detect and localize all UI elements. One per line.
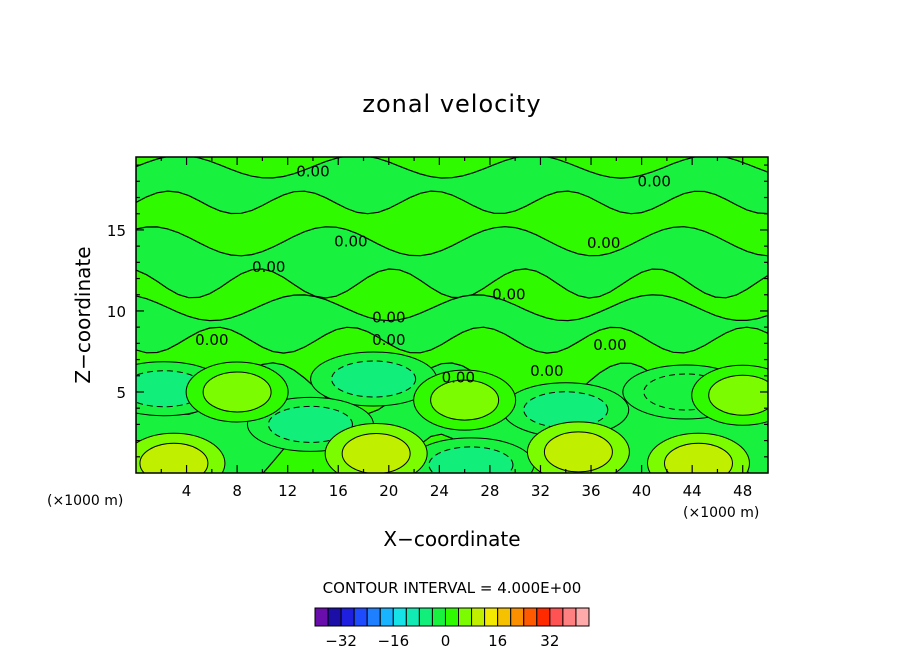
x-tick-label: 36 <box>581 482 600 500</box>
colorbar-swatch <box>314 607 329 627</box>
colorbar-swatch <box>497 607 512 627</box>
colorbar-swatch <box>379 607 394 627</box>
x-tick-label: 8 <box>232 482 242 500</box>
contour-label: 0.00 <box>296 163 329 181</box>
contour-high <box>430 379 500 421</box>
contour-label: 0.00 <box>587 234 620 252</box>
y-tick-label: 5 <box>116 384 126 402</box>
contour-band <box>136 294 768 354</box>
x-tick-label: 40 <box>632 482 651 500</box>
x-tick-label: 4 <box>182 482 192 500</box>
colorbar-swatch <box>523 607 538 627</box>
x-axis-label: X−coordinate <box>383 527 520 551</box>
colorbar-swatch <box>405 607 420 627</box>
x-tick-label: 48 <box>733 482 752 500</box>
plot-area: 0.00 0.00 0.00 0.00 0.00 0.00 0.00 0.00 0.00 0.00… <box>107 156 769 500</box>
x-tick-label: 32 <box>531 482 550 500</box>
y-tick-label: 10 <box>107 303 126 321</box>
contour-label: 0.00 <box>252 258 285 276</box>
contour-high <box>139 442 209 473</box>
x-tick-label: 16 <box>329 482 348 500</box>
colorbar-swatch <box>562 607 577 627</box>
x-unit-right: (×1000 m) <box>683 505 759 521</box>
contour-label: 0.00 <box>593 336 626 354</box>
colorbar-swatch <box>340 607 355 627</box>
colorbar-swatch <box>458 607 473 627</box>
colorbar-tick-label: 32 <box>540 632 559 650</box>
x-tick-label: 44 <box>683 482 702 500</box>
colorbar-tick-label: 0 <box>441 632 451 650</box>
colorbar-tick-label: −16 <box>377 632 409 650</box>
x-tick-label: 20 <box>379 482 398 500</box>
y-tick-label: 15 <box>107 222 126 240</box>
colorbar-swatch <box>327 607 342 627</box>
colorbar-swatch <box>444 607 460 627</box>
contour-label: 0.00 <box>334 232 367 250</box>
contour-low <box>331 360 417 398</box>
contour-band <box>136 157 768 215</box>
colorbar-swatch <box>353 607 368 627</box>
contour-low <box>267 405 353 443</box>
x-tick-label: 24 <box>430 482 449 500</box>
colorbar-swatch <box>549 607 564 627</box>
colorbar-swatch <box>366 607 381 627</box>
colorbar-swatch <box>484 607 499 627</box>
contour-label: 0.00 <box>530 362 563 380</box>
colorbar-swatch <box>575 607 590 627</box>
plot-frame <box>135 156 769 474</box>
colorbar-swatch <box>536 607 551 627</box>
colorbar-swatch <box>392 607 407 627</box>
colorbar-swatch <box>510 607 525 627</box>
contour-low <box>428 446 514 473</box>
contour-high <box>341 433 411 473</box>
x-tick-label: 28 <box>480 482 499 500</box>
contour-high <box>708 374 768 416</box>
colorbar-swatch <box>471 607 486 627</box>
contour-high <box>202 371 272 413</box>
colorbar-tick-label: −32 <box>325 632 357 650</box>
contour-high <box>543 431 613 473</box>
colorbar-tick-label: 16 <box>488 632 507 650</box>
contour-label: 0.00 <box>372 308 405 326</box>
chart-title: zonal velocity <box>362 90 541 118</box>
contour-field: 0.00 0.00 0.00 0.00 0.00 0.00 0.00 0.00 0.00 0.00… <box>136 157 768 473</box>
colorbar-swatch <box>431 607 446 627</box>
contour-high <box>663 442 733 473</box>
y-axis-label: Z−coordinate <box>71 246 95 383</box>
x-tick-label: 12 <box>278 482 297 500</box>
contour-label: 0.00 <box>638 172 671 190</box>
contour-interval-text: CONTOUR INTERVAL = 4.000E+00 <box>323 579 582 597</box>
contour-label: 0.00 <box>195 331 228 349</box>
contour-label: 0.00 <box>372 331 405 349</box>
x-unit-left: (×1000 m) <box>47 493 123 509</box>
contour-low <box>523 391 609 429</box>
contour-label: 0.00 <box>442 368 475 386</box>
contour-band <box>136 226 768 299</box>
contour-label: 0.00 <box>492 286 525 304</box>
colorbar-swatch <box>418 607 433 627</box>
colorbar: −32 −16 0 16 32 <box>314 607 590 650</box>
